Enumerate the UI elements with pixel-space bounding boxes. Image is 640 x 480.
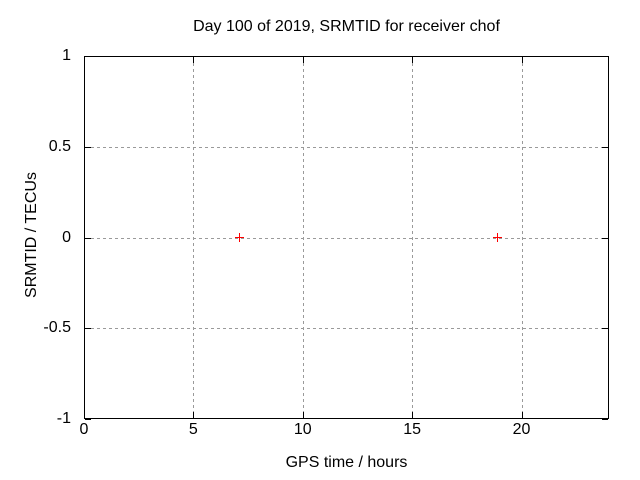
y-tick-mark — [602, 328, 608, 330]
y-tick-mark — [85, 328, 91, 330]
y-tick-mark — [85, 146, 91, 148]
h-gridline — [85, 237, 608, 239]
x-tick-mark — [521, 412, 523, 418]
y-tick-mark — [85, 237, 91, 239]
x-axis-label: GPS time / hours — [285, 454, 408, 471]
y-tick-label: 0.5 — [48, 137, 71, 155]
x-tick-mark — [84, 57, 85, 63]
y-tick-label: -0.5 — [43, 319, 71, 337]
x-tick-mark — [412, 57, 414, 63]
x-tick-label: 0 — [79, 421, 89, 438]
y-tick-mark — [602, 146, 608, 148]
y-tick-mark — [85, 419, 91, 420]
y-tick-mark — [602, 56, 608, 57]
y-tick-mark — [602, 419, 608, 420]
x-tick-mark — [193, 57, 195, 63]
x-tick-mark — [521, 57, 523, 63]
y-tick-label: -1 — [56, 410, 71, 427]
x-tick-label: 10 — [293, 421, 312, 438]
h-gridline — [85, 328, 608, 330]
y-tick-label: 1 — [62, 47, 71, 64]
y-tick-mark — [85, 56, 91, 57]
x-tick-label: 15 — [403, 421, 422, 438]
x-tick-label: 20 — [512, 421, 531, 438]
x-tick-label: 5 — [188, 421, 198, 438]
plot-area — [84, 56, 609, 420]
x-tick-mark — [412, 412, 414, 418]
x-tick-mark — [302, 412, 304, 418]
data-point-marker — [234, 233, 244, 242]
y-tick-mark — [602, 237, 608, 239]
x-tick-mark — [84, 412, 85, 418]
h-gridline — [85, 146, 608, 148]
x-tick-mark — [302, 57, 304, 63]
plot-border — [84, 56, 609, 419]
x-tick-mark — [193, 412, 195, 418]
y-tick-label: 0 — [62, 228, 71, 246]
chart-title: Day 100 of 2019, SRMTID for receiver cho… — [193, 18, 500, 35]
data-point-marker — [492, 233, 502, 242]
